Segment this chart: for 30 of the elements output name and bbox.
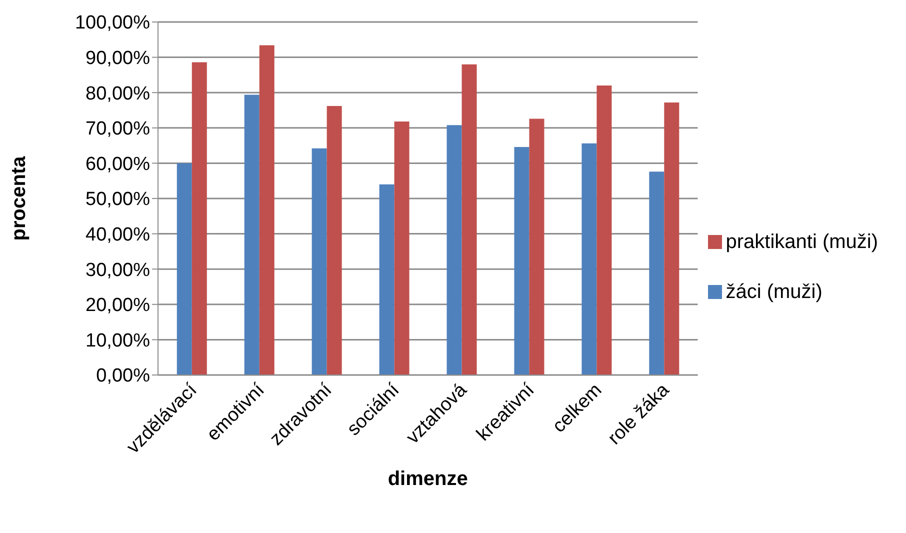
y-tick-label: 60,00%: [86, 154, 150, 175]
y-tick-label: 20,00%: [86, 295, 150, 316]
bar: [514, 146, 530, 375]
bar: [596, 86, 612, 375]
y-tick-label: 30,00%: [86, 260, 150, 281]
bar: [582, 143, 597, 375]
legend-label: žáci (muži): [726, 280, 822, 302]
y-tick-label: 50,00%: [86, 189, 150, 210]
bar: [326, 106, 342, 375]
y-tick-label: 90,00%: [86, 48, 150, 70]
bar: [244, 94, 260, 375]
bar: [649, 172, 664, 375]
x-axis-title: dimenze: [388, 468, 468, 490]
bar: [192, 62, 207, 375]
bar: [664, 102, 680, 375]
bar: [462, 64, 477, 375]
y-axis-title: procenta: [8, 155, 30, 241]
bar: [312, 148, 327, 375]
y-tick-label: 40,00%: [86, 224, 150, 246]
bar: [176, 163, 192, 375]
y-tick-label: 10,00%: [86, 330, 150, 352]
y-tick-label: 70,00%: [86, 118, 150, 140]
y-tick-label: 80,00%: [86, 83, 150, 104]
bar: [446, 125, 462, 375]
bar: [394, 122, 410, 375]
y-tick-label: 100,00%: [74, 12, 150, 34]
bar: [259, 45, 274, 375]
bar: [529, 118, 544, 375]
bar: [379, 184, 394, 375]
legend-label: praktikanti (muži): [726, 230, 878, 252]
